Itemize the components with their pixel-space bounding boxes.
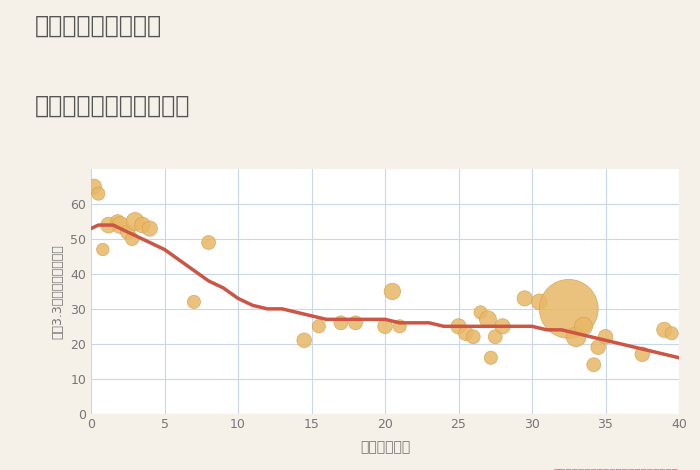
Point — [115, 221, 126, 229]
Point — [130, 218, 141, 225]
Point — [637, 351, 648, 358]
Point — [485, 354, 496, 361]
Point — [475, 309, 486, 316]
Text: 築年数別中古戸建て価格: 築年数別中古戸建て価格 — [35, 94, 190, 118]
Point — [188, 298, 199, 306]
Point — [563, 305, 574, 313]
Point — [92, 190, 104, 197]
Point — [593, 344, 604, 351]
Point — [127, 235, 138, 243]
Point — [461, 329, 472, 337]
Point — [659, 326, 670, 334]
Point — [314, 322, 325, 330]
Text: 円の大きさは、取引のあった物件面積を示す: 円の大きさは、取引のあった物件面積を示す — [554, 467, 679, 470]
Point — [519, 295, 531, 302]
Point — [122, 228, 133, 236]
Point — [379, 322, 391, 330]
Point — [103, 221, 114, 229]
Point — [666, 329, 678, 337]
Point — [600, 333, 611, 341]
Point — [468, 333, 479, 341]
Point — [97, 246, 108, 253]
Point — [588, 361, 599, 368]
Point — [386, 288, 398, 295]
Point — [335, 319, 346, 327]
Point — [112, 218, 123, 225]
Point — [144, 225, 155, 232]
Point — [482, 315, 493, 323]
Y-axis label: 坪（3.3㎡）単価（万円）: 坪（3.3㎡）単価（万円） — [52, 244, 64, 339]
Point — [88, 183, 99, 190]
Text: 千葉県茂原市真名の: 千葉県茂原市真名の — [35, 14, 162, 38]
Point — [394, 322, 405, 330]
X-axis label: 築年数（年）: 築年数（年） — [360, 440, 410, 454]
Point — [534, 298, 545, 306]
Point — [570, 333, 582, 341]
Point — [578, 322, 589, 330]
Point — [497, 322, 508, 330]
Point — [136, 221, 148, 229]
Point — [453, 322, 464, 330]
Point — [203, 239, 214, 246]
Point — [298, 337, 309, 344]
Point — [350, 319, 361, 327]
Point — [490, 333, 501, 341]
